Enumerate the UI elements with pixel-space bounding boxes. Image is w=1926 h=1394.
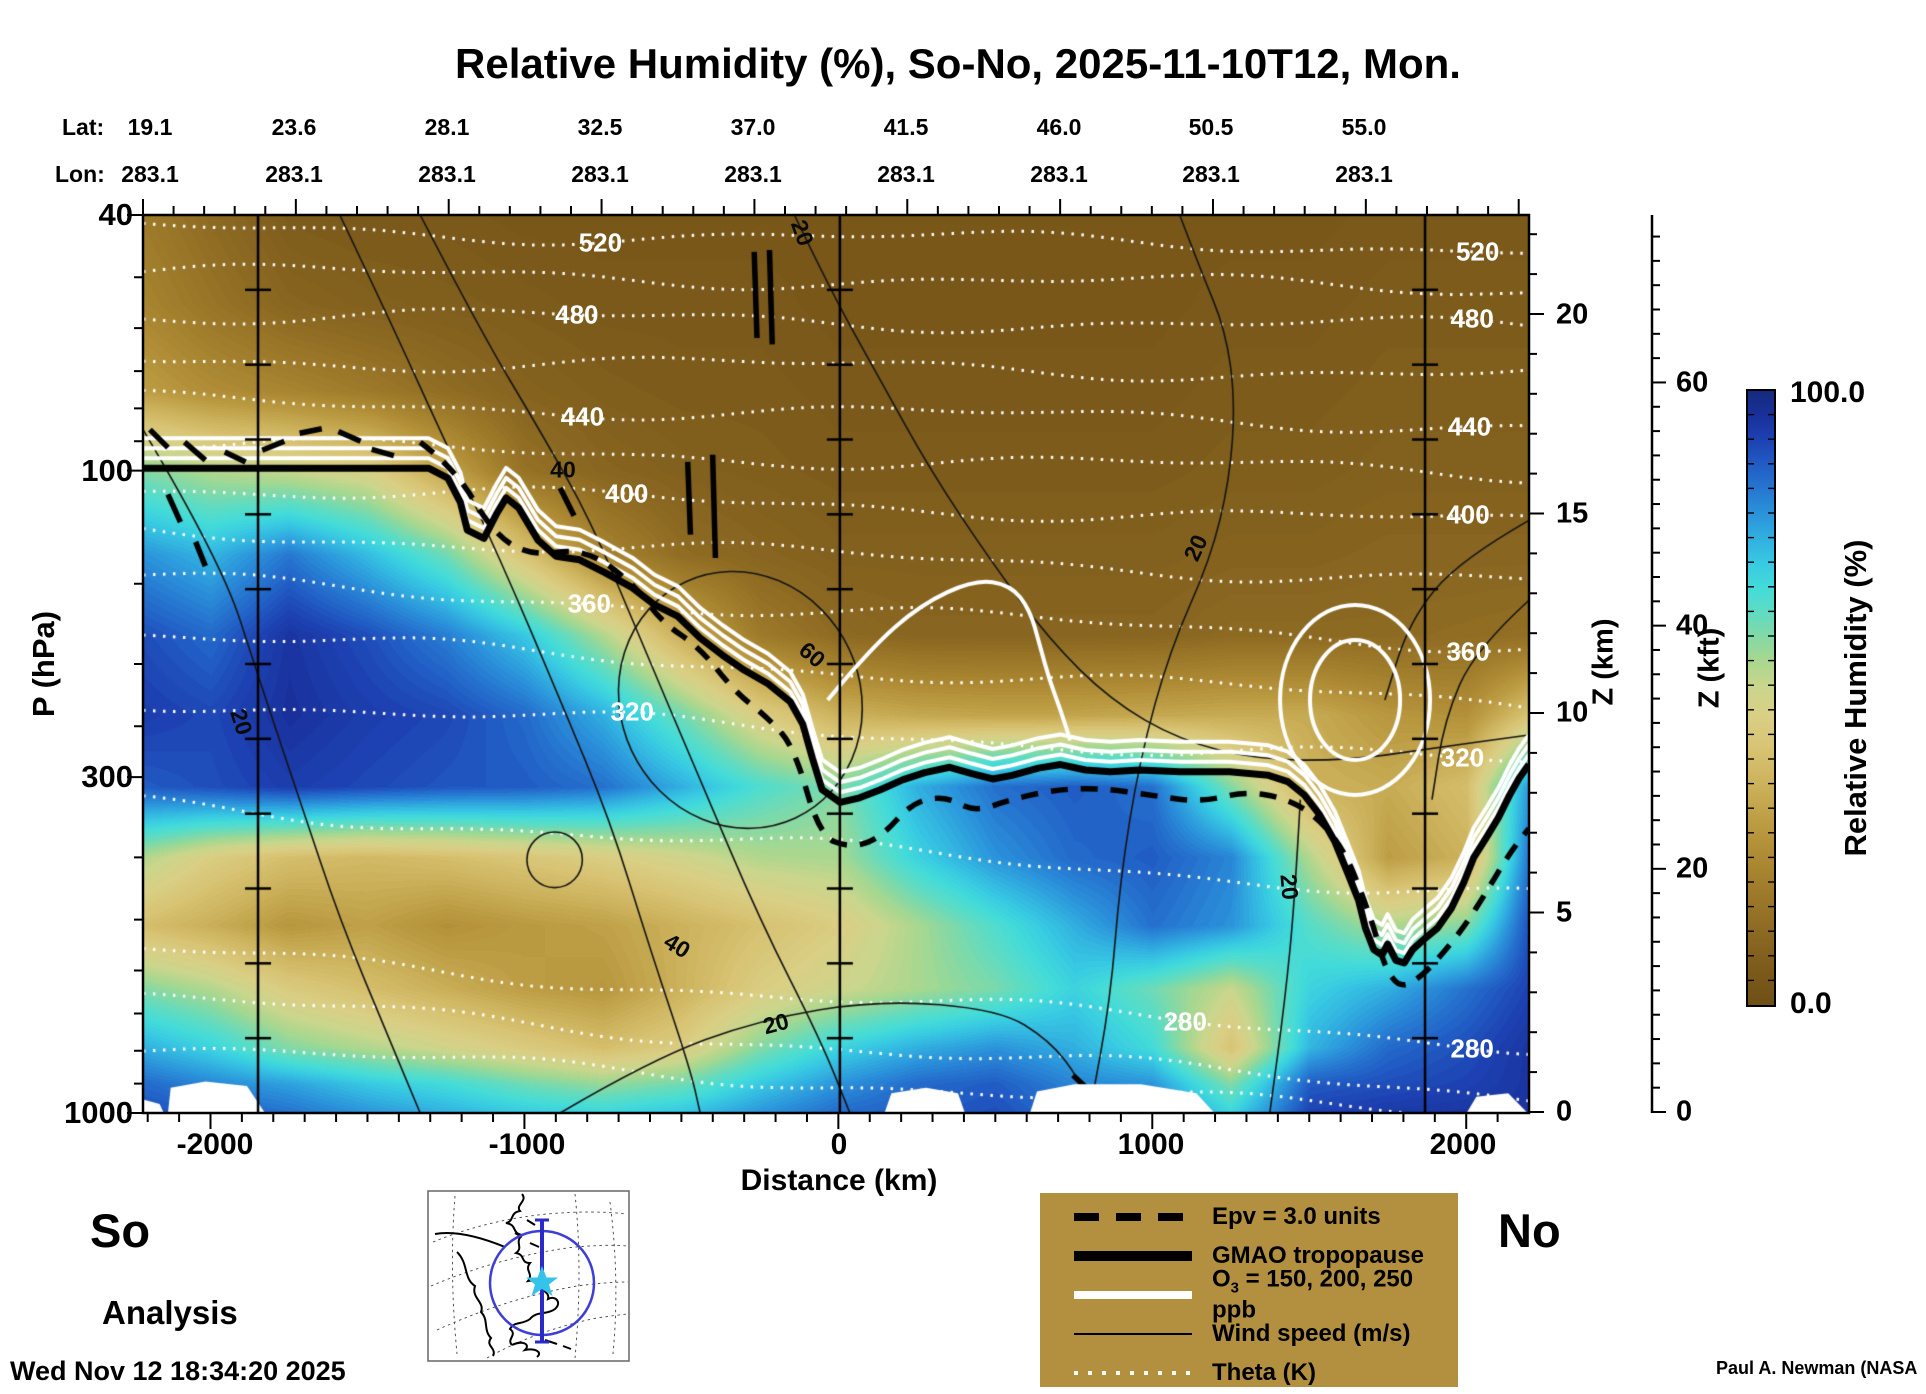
legend: Epv = 3.0 units GMAO tropopause O3 = 150… (1040, 1193, 1458, 1387)
lat-value: 41.5 (883, 114, 929, 140)
lon-value: 283.1 (121, 161, 179, 187)
p-tick-label: 100 (81, 453, 133, 488)
graticule-lines (430, 1193, 629, 1359)
lon-value: 283.1 (265, 161, 323, 187)
p-tick-label: 1000 (64, 1095, 133, 1130)
lon-value: 283.1 (1182, 161, 1240, 187)
legend-item-ozone: O3 = 150, 200, 250 ppb (1040, 1266, 1458, 1323)
colorbar-max-label: 100.0 (1790, 376, 1866, 409)
lat-value: 55.0 (1341, 114, 1387, 140)
lat-value: 32.5 (577, 114, 623, 140)
white-line-sample (1074, 1291, 1192, 1299)
zkm-axis-title: Z (km) (1587, 618, 1620, 706)
lat-value: 28.1 (424, 114, 470, 140)
zkm-tick-label: 15 (1556, 497, 1589, 530)
lon-value: 283.1 (1030, 161, 1088, 187)
credit: Paul A. Newman (NASA (1716, 1358, 1918, 1378)
x-tick-label: 2000 (1429, 1128, 1497, 1161)
x-tick-label: 1000 (1117, 1128, 1185, 1161)
map-border (427, 1190, 630, 1362)
p-tick-label: 40 (98, 197, 133, 232)
zkft-tick-label: 0 (1676, 1095, 1693, 1128)
zkft-tick-label: 40 (1676, 609, 1709, 642)
lat-value: 37.0 (730, 114, 776, 140)
legend-item-theta: Theta (K) (1040, 1354, 1458, 1392)
lat-value: 23.6 (271, 114, 317, 140)
lon-value: 283.1 (877, 161, 935, 187)
lat-value: 50.5 (1188, 114, 1234, 140)
x-tick-label: -2000 (176, 1128, 254, 1161)
zkft-tick-label: 20 (1676, 852, 1709, 885)
lon-row-label: Lon: (55, 161, 105, 187)
lat-value: 46.0 (1036, 114, 1082, 140)
page-title: Relative Humidity (%), So-No, 2025-11-10… (455, 40, 1461, 87)
x-tick-label: -1000 (488, 1128, 566, 1161)
zkm-tick-label: 0 (1556, 1095, 1573, 1128)
dotted-white-line-sample (1074, 1371, 1192, 1375)
map-inset (427, 1190, 630, 1362)
lon-value: 283.1 (724, 161, 782, 187)
colorbar-min-label: 0.0 (1790, 987, 1832, 1020)
center-star-icon (526, 1266, 558, 1296)
thin-black-line-sample (1074, 1333, 1192, 1335)
zkft-tick-label: 60 (1676, 366, 1709, 399)
coastline (434, 1193, 572, 1358)
lon-value: 283.1 (571, 161, 629, 187)
x-tick-label: 0 (830, 1128, 848, 1161)
lat-value: 19.1 (127, 114, 173, 140)
lat-row-label: Lat: (62, 114, 105, 140)
lon-value: 283.1 (1335, 161, 1393, 187)
legend-item-tropopause: GMAO tropopause (1040, 1237, 1458, 1275)
legend-item-wind: Wind speed (m/s) (1040, 1315, 1458, 1353)
lon-value: 283.1 (418, 161, 476, 187)
p-tick-label: 300 (81, 759, 133, 794)
zkm-tick-label: 10 (1556, 696, 1589, 729)
rh-cross-section-canvas (143, 215, 1529, 1113)
analysis-label: Analysis (102, 1294, 238, 1331)
zkm-tick-label: 20 (1556, 298, 1589, 331)
zkft-axis-title: Z (kft) (1693, 627, 1726, 709)
colorbar-title: Relative Humidity (%) (1838, 539, 1873, 857)
dashed-line-sample (1074, 1213, 1192, 1221)
x-axis-title: Distance (km) (740, 1164, 938, 1197)
legend-item-epv: Epv = 3.0 units (1040, 1198, 1458, 1236)
north-endpoint-label: No (1498, 1204, 1561, 1257)
p-axis-title: P (hPa) (26, 610, 61, 718)
colorbar (1748, 391, 1774, 1005)
zkm-tick-label: 5 (1556, 896, 1573, 929)
thick-black-line-sample (1074, 1251, 1192, 1261)
south-endpoint-label: So (90, 1204, 151, 1257)
timestamp: Wed Nov 12 18:34:20 2025 (10, 1356, 346, 1386)
